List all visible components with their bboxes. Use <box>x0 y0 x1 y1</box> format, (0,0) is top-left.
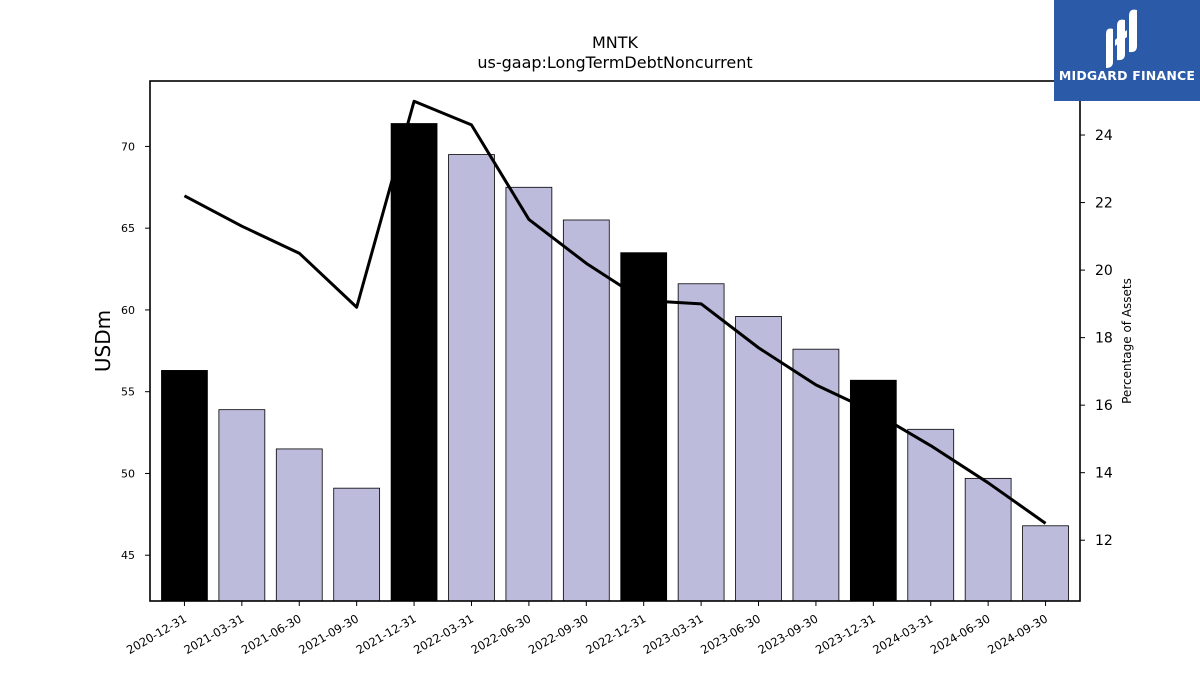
y2-axis-ticks: 12 14 16 18 20 22 24 <box>1080 128 1113 549</box>
x-tick-label: 2021-03-31 <box>181 611 246 657</box>
x-tick-label: 2024-06-30 <box>928 611 993 657</box>
bars-group <box>161 123 1069 602</box>
y2-axis-label: Percentage of Assets <box>1120 278 1134 404</box>
bar <box>562 219 610 602</box>
bar <box>448 154 495 602</box>
y-tick-label: 55 <box>121 386 135 399</box>
bar <box>735 316 782 602</box>
bar <box>275 448 323 602</box>
x-tick-label: 2023-06-30 <box>698 611 763 657</box>
x-tick-label: 2023-12-31 <box>813 611 878 657</box>
y2-tick-label: 20 <box>1095 263 1113 279</box>
y-tick-label: 50 <box>121 467 135 480</box>
bar <box>849 379 897 602</box>
y-tick-label: 45 <box>121 549 135 562</box>
x-tick-label: 2024-03-31 <box>870 611 935 657</box>
y-tick-label: 70 <box>121 140 135 153</box>
bar <box>161 370 208 602</box>
x-tick-label: 2021-12-31 <box>354 611 419 657</box>
x-tick-label: 2022-06-30 <box>469 611 534 657</box>
y2-tick-label: 12 <box>1095 533 1113 549</box>
x-tick-label: 2021-09-30 <box>296 611 361 657</box>
plot-frame <box>149 80 1081 602</box>
bar <box>1022 525 1069 602</box>
logo-text: MIDGARD FINANCE <box>1058 68 1196 83</box>
x-axis-ticks: 2020-12-312021-03-312021-06-302021-09-30… <box>124 601 1050 657</box>
y2-tick-label: 18 <box>1095 331 1113 347</box>
bar <box>620 252 668 602</box>
bar <box>677 283 725 602</box>
x-tick-label: 2024-09-30 <box>985 611 1050 657</box>
midgard-finance-logo: MIDGARD FINANCE <box>1054 0 1200 101</box>
line-group <box>183 99 1047 525</box>
bar <box>390 123 438 602</box>
bar <box>333 487 381 602</box>
y2-tick-label: 22 <box>1095 196 1113 212</box>
y2-tick-label: 14 <box>1095 466 1113 482</box>
x-tick-label: 2022-03-31 <box>411 611 476 657</box>
bar <box>218 409 266 602</box>
y-axis-ticks: 45 50 55 60 65 70 <box>121 140 150 562</box>
x-tick-label: 2022-12-31 <box>583 611 648 657</box>
x-tick-label: 2021-06-30 <box>239 611 304 657</box>
chart-title: MNTK <box>592 33 639 52</box>
y-tick-label: 65 <box>121 222 135 235</box>
bar <box>907 428 955 602</box>
x-tick-label: 2020-12-31 <box>124 611 189 657</box>
bar <box>792 348 840 602</box>
line-series <box>183 99 1047 525</box>
x-tick-label: 2022-09-30 <box>526 611 591 657</box>
x-tick-label: 2023-03-31 <box>641 611 706 657</box>
y-axis-label: USDm <box>91 310 115 372</box>
bar <box>505 186 553 602</box>
bar <box>964 477 1012 602</box>
y-tick-label: 60 <box>121 304 135 317</box>
midgard-logo-icon <box>1106 9 1137 68</box>
y2-tick-label: 24 <box>1095 128 1113 144</box>
chart-subtitle: us-gaap:LongTermDebtNoncurrent <box>477 53 752 72</box>
y2-tick-label: 16 <box>1095 398 1113 414</box>
x-tick-label: 2023-09-30 <box>756 611 821 657</box>
